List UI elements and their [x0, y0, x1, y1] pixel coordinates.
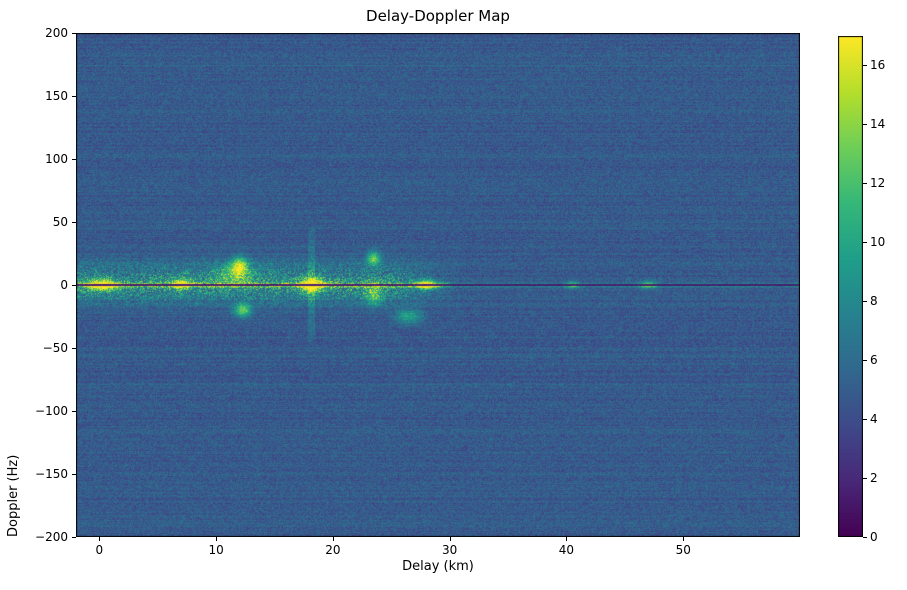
colorbar-tick-mark — [863, 182, 867, 184]
y-tick-label: −200 — [35, 530, 68, 544]
colorbar — [838, 36, 863, 537]
colorbar-tick-label: 0 — [870, 530, 878, 544]
y-tick-mark — [72, 284, 76, 286]
x-tick-mark — [332, 537, 334, 541]
y-tick-label: 0 — [60, 278, 68, 292]
colorbar-tick-label: 2 — [870, 471, 878, 486]
x-tick-label: 10 — [208, 543, 224, 557]
colorbar-tick-mark — [863, 123, 867, 125]
colorbar-tick-mark — [863, 64, 867, 66]
x-tick-mark — [449, 537, 451, 541]
colorbar-tick-label: 14 — [870, 117, 886, 132]
colorbar-tick-label: 4 — [870, 412, 878, 427]
y-tick-label: −50 — [42, 341, 68, 355]
y-tick-mark — [72, 95, 76, 97]
y-tick-label: 100 — [45, 152, 68, 166]
y-tick-label: −100 — [35, 404, 68, 418]
x-axis-label: Delay (km) — [402, 559, 474, 574]
x-tick-mark — [682, 537, 684, 541]
y-tick-label: 150 — [45, 89, 68, 103]
colorbar-tick-mark — [863, 477, 867, 479]
x-tick-label: 20 — [325, 543, 341, 557]
y-tick-mark — [72, 473, 76, 475]
chart-title: Delay-Doppler Map — [366, 7, 510, 25]
y-tick-label: 200 — [45, 26, 68, 40]
y-tick-label: 50 — [52, 215, 68, 229]
heatmap-canvas — [76, 33, 800, 537]
x-tick-label: 30 — [442, 543, 458, 557]
colorbar-tick-mark — [863, 300, 867, 302]
colorbar-tick-label: 10 — [870, 235, 886, 250]
colorbar-tick-mark — [863, 418, 867, 420]
y-tick-mark — [72, 410, 76, 412]
y-tick-mark — [72, 536, 76, 538]
y-tick-mark — [72, 347, 76, 349]
colorbar-tick-mark — [863, 359, 867, 361]
y-tick-mark — [72, 221, 76, 223]
y-tick-label: −150 — [35, 467, 68, 481]
colorbar-tick-label: 12 — [870, 176, 886, 191]
colorbar-tick-label: 16 — [870, 58, 886, 73]
x-tick-mark — [98, 537, 100, 541]
x-tick-mark — [215, 537, 217, 541]
colorbar-tick-mark — [863, 241, 867, 243]
colorbar-tick-label: 8 — [870, 294, 878, 309]
colorbar-tick-mark — [863, 536, 867, 538]
x-tick-label: 50 — [675, 543, 691, 557]
y-tick-mark — [72, 158, 76, 160]
x-tick-label: 40 — [558, 543, 575, 557]
y-tick-mark — [72, 32, 76, 34]
colorbar-tick-label: 6 — [870, 353, 878, 368]
x-tick-mark — [565, 537, 567, 541]
x-tick-label: 0 — [95, 543, 104, 557]
